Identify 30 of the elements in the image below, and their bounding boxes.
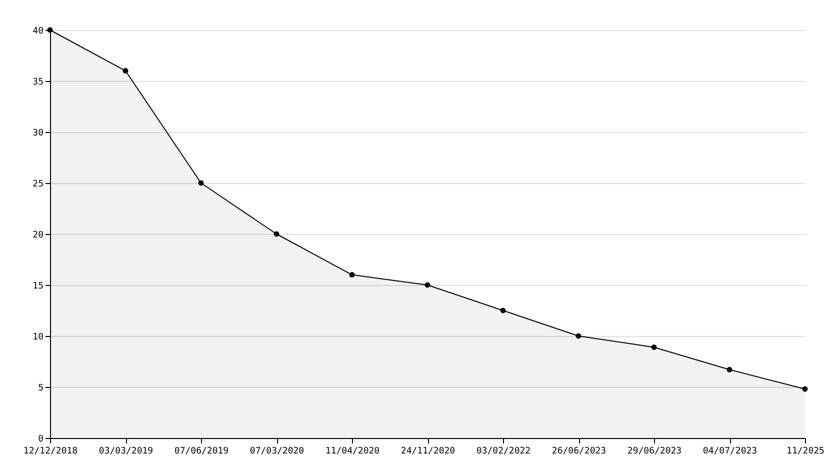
point (122, 68, 128, 74)
y-tick-label: 15 (32, 282, 44, 292)
point (726, 366, 732, 372)
point (500, 308, 506, 314)
x-tick-label: 11/2025 (786, 446, 824, 456)
x-tick-label: 03/03/2019 (98, 446, 154, 456)
x-tick-label: 12/12/2018 (23, 446, 78, 456)
point (198, 180, 204, 186)
x-tick-label: 26/06/2023 (552, 446, 606, 456)
point (274, 231, 280, 237)
y-tick-label: 25 (32, 180, 44, 190)
y-tick-label: 0 (38, 434, 44, 444)
point (576, 333, 582, 339)
point (651, 344, 657, 350)
y-tick-label: 40 (32, 26, 44, 36)
point (802, 386, 808, 392)
x-tick-label: 07/03/2020 (250, 446, 304, 456)
x-tick-label: 03/02/2022 (476, 446, 531, 456)
point (349, 272, 355, 278)
x-tick-label: 24/11/2020 (400, 446, 456, 456)
x-tick-label: 29/06/2023 (627, 446, 682, 456)
y-tick-label: 30 (32, 128, 44, 138)
y-tick-label: 20 (32, 230, 44, 240)
x-tick-label: 04/07/2023 (702, 446, 758, 456)
y-tick-label: 35 (32, 78, 44, 88)
x-tick-label: 07/06/2019 (174, 446, 229, 456)
y-tick-label: 10 (32, 332, 44, 342)
x-tick-label: 11/04/2020 (325, 446, 380, 456)
point (424, 282, 430, 288)
y-tick-label: 5 (38, 384, 44, 394)
